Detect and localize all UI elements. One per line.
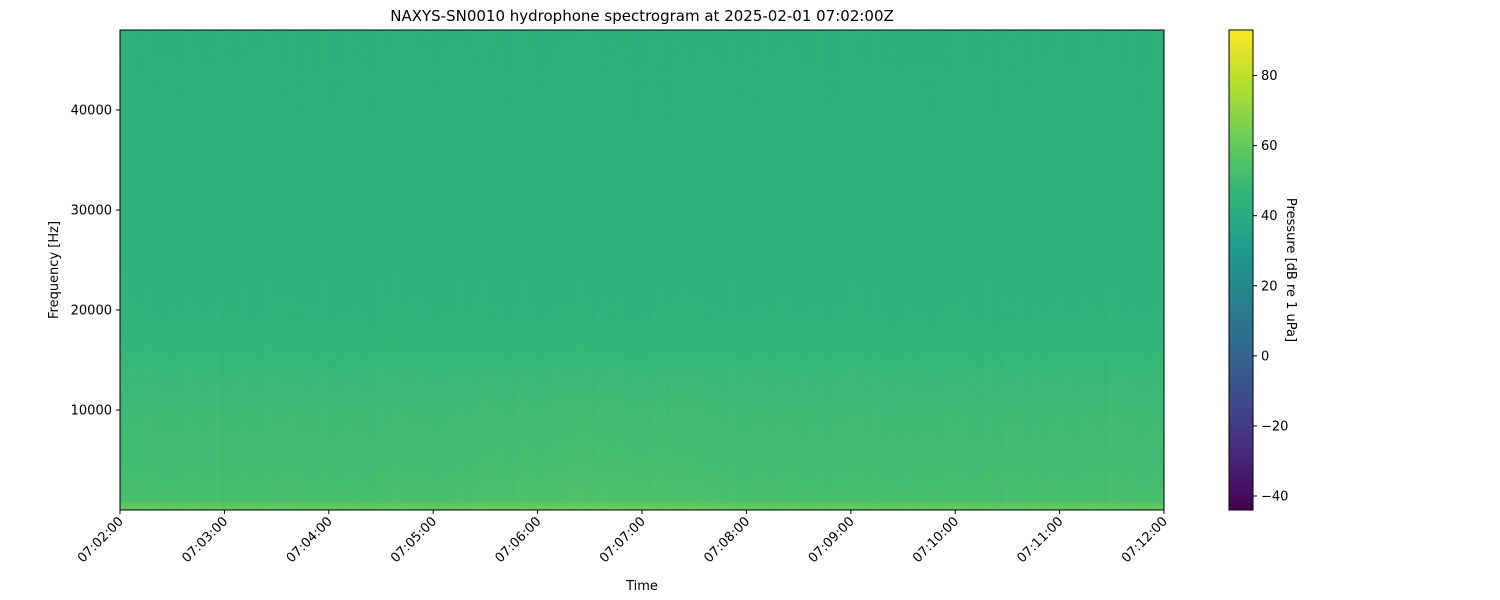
colorbar-gradient bbox=[1229, 30, 1253, 510]
y-tick-label: 40000 bbox=[71, 104, 112, 119]
colorbar-frame bbox=[1228, 29, 1254, 511]
plot-frame bbox=[119, 29, 1165, 511]
x-tick-label: 07:05:00 bbox=[388, 514, 440, 566]
x-tick-label: 07:06:00 bbox=[493, 514, 545, 566]
colorbar-tick-label: −20 bbox=[1261, 419, 1288, 434]
colorbar-label: Pressure [dB re 1 uPa] bbox=[1283, 198, 1298, 342]
x-tick-label: 07:11:00 bbox=[1015, 514, 1067, 566]
colorbar-tick-label: 20 bbox=[1261, 279, 1278, 294]
colorbar-axis: −40 −20 0 20 40 60 80 bbox=[1253, 69, 1288, 504]
y-tick-label: 30000 bbox=[71, 204, 112, 219]
y-axis: 10000 20000 30000 40000 bbox=[71, 104, 120, 419]
y-tick-label: 20000 bbox=[71, 304, 112, 319]
colorbar-tick-label: 80 bbox=[1261, 69, 1278, 84]
chart-title: NAXYS-SN0010 hydrophone spectrogram at 2… bbox=[390, 7, 894, 25]
x-axis-label: Time bbox=[625, 579, 658, 594]
x-tick-label: 07:04:00 bbox=[284, 514, 336, 566]
x-axis: 07:02:00 07:03:00 07:04:00 07:05:00 07:06:00… bbox=[75, 510, 1171, 566]
x-tick-label: 07:08:00 bbox=[701, 514, 753, 566]
x-tick-label: 07:07:00 bbox=[597, 514, 649, 566]
colorbar-tick-label: −40 bbox=[1261, 489, 1288, 504]
x-tick-label: 07:10:00 bbox=[910, 514, 962, 566]
colorbar-tick-label: 60 bbox=[1261, 139, 1278, 154]
x-tick-label: 07:03:00 bbox=[179, 514, 231, 566]
colorbar-tick-label: 40 bbox=[1261, 209, 1278, 224]
y-axis-label: Frequency [Hz] bbox=[47, 221, 62, 319]
colorbar-tick-label: 0 bbox=[1261, 349, 1269, 364]
x-tick-label: 07:02:00 bbox=[75, 514, 127, 566]
x-tick-label: 07:09:00 bbox=[806, 514, 858, 566]
x-tick-label: 07:12:00 bbox=[1119, 514, 1171, 566]
spectrogram-image bbox=[120, 30, 1164, 510]
y-tick-label: 10000 bbox=[71, 404, 112, 419]
